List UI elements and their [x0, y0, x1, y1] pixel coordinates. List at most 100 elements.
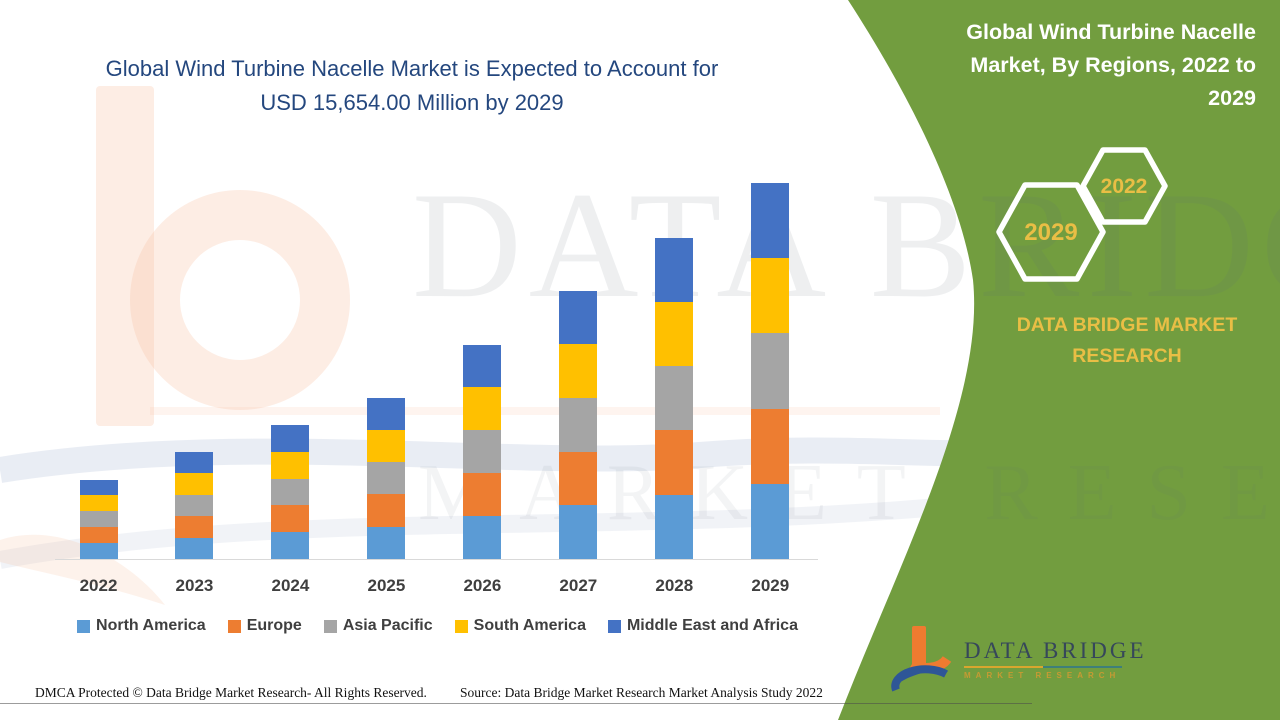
bar-segment-middle-east-and-africa: [175, 451, 214, 473]
chart-headline-line2: USD 15,654.00 Million by 2029: [260, 90, 564, 115]
side-panel-title-line3: 2029: [1208, 86, 1256, 110]
hexagon-2022: [1080, 147, 1168, 225]
year-hexagons: 2022 2029: [996, 147, 1168, 282]
bar-segment-asia-pacific: [175, 494, 214, 516]
hexagon-2022-label: 2022: [1101, 175, 1148, 198]
bar-segment-europe: [367, 494, 406, 527]
company-logo: DATA BRIDGE MARKET RESEARCH: [888, 624, 1147, 694]
legend-label: Asia Pacific: [342, 617, 433, 634]
legend-item-middle-east-and-africa: Middle East and Africa: [607, 617, 798, 635]
bar-segment-europe: [559, 451, 598, 506]
hexagon-2029-label: 2029: [1024, 219, 1077, 246]
bar-segment-north-america: [79, 543, 118, 559]
x-axis-label-2026: 2026: [463, 576, 502, 595]
bar-2028: [655, 237, 694, 559]
dmca-notice: DMCA Protected © Data Bridge Market Rese…: [35, 685, 427, 700]
legend-swatch-icon: [454, 619, 468, 633]
x-axis-label-2025: 2025: [367, 576, 406, 595]
bar-segment-north-america: [559, 505, 598, 559]
footer-divider: [0, 703, 1032, 704]
bar-2029: [751, 183, 790, 559]
side-panel-title-line1: Global Wind Turbine Nacelle: [966, 20, 1256, 44]
legend-item-north-america: North America: [77, 617, 206, 635]
legend-swatch-icon: [607, 619, 621, 633]
legend-swatch-icon: [323, 619, 337, 633]
bar-segment-asia-pacific: [367, 462, 406, 495]
bar-2023: [175, 451, 214, 559]
bar-segment-europe: [79, 527, 118, 544]
bar-2025: [367, 397, 406, 559]
bar-segment-south-america: [751, 258, 790, 334]
chart-headline-line1: Global Wind Turbine Nacelle Market is Ex…: [105, 56, 719, 81]
bar-segment-south-america: [175, 473, 214, 495]
bar-segment-middle-east-and-africa: [79, 479, 118, 496]
brand-name-gold: DATA BRIDGE MARKET RESEARCH: [988, 310, 1266, 372]
bar-2027: [559, 290, 598, 559]
bar-segment-south-america: [79, 495, 118, 512]
x-axis-line: [55, 559, 818, 560]
bar-segment-middle-east-and-africa: [271, 425, 310, 452]
bar-segment-europe: [463, 473, 502, 517]
hexagon-2029: [996, 182, 1106, 282]
side-panel-title: Global Wind Turbine Nacelle Market, By R…: [920, 16, 1256, 115]
brand-name-gold-line1: DATA BRIDGE MARKET: [1016, 314, 1238, 336]
bar-segment-europe: [175, 516, 214, 538]
x-axis-label-2024: 2024: [271, 576, 310, 595]
x-axis-label-2029: 2029: [751, 576, 790, 595]
bar-2026: [463, 344, 502, 559]
bar-segment-north-america: [655, 494, 694, 559]
x-axis-label-2028: 2028: [655, 576, 694, 595]
logo-underline: [964, 666, 1122, 668]
bar-segment-middle-east-and-africa: [559, 290, 598, 345]
bar-segment-asia-pacific: [271, 478, 310, 506]
bar-segment-asia-pacific: [463, 430, 502, 474]
bar-segment-middle-east-and-africa: [655, 237, 694, 302]
x-axis-label-2022: 2022: [79, 576, 118, 595]
legend-label: South America: [473, 617, 586, 634]
bar-segment-south-america: [559, 344, 598, 398]
bar-segment-north-america: [751, 483, 790, 559]
bar-segment-asia-pacific: [79, 511, 118, 528]
bar-segment-south-america: [463, 387, 502, 431]
legend-swatch-icon: [77, 619, 91, 633]
source-note: Source: Data Bridge Market Research Mark…: [460, 685, 823, 700]
legend-swatch-icon: [227, 619, 241, 633]
bar-segment-north-america: [367, 526, 406, 559]
x-axis-label-2023: 2023: [175, 576, 214, 595]
bar-segment-europe: [655, 430, 694, 495]
logo-wordmark: DATA BRIDGE MARKET RESEARCH: [964, 638, 1147, 680]
chart-legend: North America Europe Asia Pacific South Ame…: [40, 617, 835, 635]
peach-b-watermark: [0, 86, 1030, 605]
bar-segment-asia-pacific: [751, 333, 790, 409]
logo-name: DATA BRIDGE: [964, 638, 1147, 663]
side-panel-title-line2: Market, By Regions, 2022 to: [970, 53, 1256, 77]
legend-item-europe: Europe: [227, 617, 302, 635]
bar-segment-south-america: [367, 429, 406, 463]
bar-segment-middle-east-and-africa: [751, 183, 790, 259]
bar-2024: [271, 425, 310, 559]
bar-segment-south-america: [271, 451, 310, 479]
legend-item-south-america: South America: [454, 617, 586, 635]
legend-label: Europe: [246, 617, 302, 634]
bar-segment-north-america: [175, 537, 214, 559]
bar-segment-asia-pacific: [655, 366, 694, 431]
x-axis-label-2027: 2027: [559, 576, 598, 595]
legend-label: Middle East and Africa: [626, 617, 798, 634]
bar-segment-middle-east-and-africa: [367, 397, 406, 430]
bar-segment-europe: [751, 408, 790, 484]
bar-segment-north-america: [271, 532, 310, 559]
logo-b-icon: [891, 626, 952, 692]
bar-segment-south-america: [655, 301, 694, 367]
chart-headline: Global Wind Turbine Nacelle Market is Ex…: [60, 52, 764, 120]
logo-subtitle: MARKET RESEARCH: [964, 671, 1121, 680]
bar-segment-asia-pacific: [559, 397, 598, 452]
legend-item-asia-pacific: Asia Pacific: [323, 617, 433, 635]
bar-segment-middle-east-and-africa: [463, 344, 502, 388]
bar-2022: [79, 479, 118, 559]
legend-label: North America: [96, 617, 206, 634]
bar-segment-europe: [271, 505, 310, 533]
bar-segment-north-america: [463, 516, 502, 559]
brand-name-gold-line2: RESEARCH: [1072, 345, 1182, 367]
